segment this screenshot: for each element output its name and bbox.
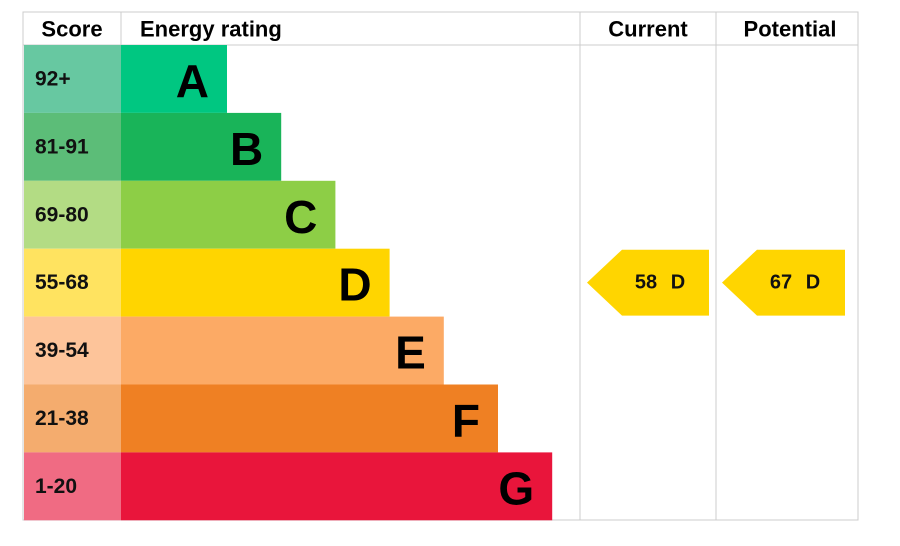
- rating-bar: [121, 452, 553, 521]
- rating-bar: [121, 112, 282, 181]
- rating-bar: [121, 45, 227, 113]
- rating-letter: D: [338, 259, 371, 311]
- header-score: Score: [41, 17, 102, 42]
- score-label: 21-38: [35, 407, 89, 430]
- potential-score: 67: [770, 272, 792, 294]
- header-energy-rating: Energy rating: [140, 17, 282, 42]
- score-cell: [24, 112, 121, 181]
- score-label: 92+: [35, 67, 71, 90]
- rating-letter: G: [498, 462, 534, 514]
- score-label: 81-91: [35, 135, 89, 158]
- header-potential: Potential: [744, 17, 837, 42]
- score-cell: [24, 180, 121, 249]
- score-cell: [24, 316, 121, 385]
- score-label: 39-54: [35, 339, 89, 362]
- current-arrow: [587, 249, 709, 316]
- rating-letter: B: [230, 123, 263, 175]
- score-label: 55-68: [35, 271, 89, 294]
- rating-bar: [121, 316, 444, 385]
- potential-arrow: [722, 249, 845, 316]
- current-score: 58: [635, 272, 657, 294]
- score-label: 69-80: [35, 203, 89, 226]
- score-cell: [24, 45, 121, 113]
- score-cell: [24, 452, 121, 521]
- rating-letter: F: [452, 394, 480, 446]
- rating-bar: [121, 384, 498, 453]
- potential-rating: D: [806, 272, 820, 294]
- score-label: 1-20: [35, 475, 77, 498]
- rating-letter: E: [395, 327, 426, 379]
- rating-bar: [121, 248, 390, 317]
- rating-letter: A: [176, 55, 209, 107]
- score-cell: [24, 384, 121, 453]
- current-rating: D: [671, 272, 685, 294]
- rating-letter: C: [284, 191, 317, 243]
- score-cell: [24, 248, 121, 317]
- header-current: Current: [608, 17, 688, 42]
- rating-bar: [121, 180, 336, 249]
